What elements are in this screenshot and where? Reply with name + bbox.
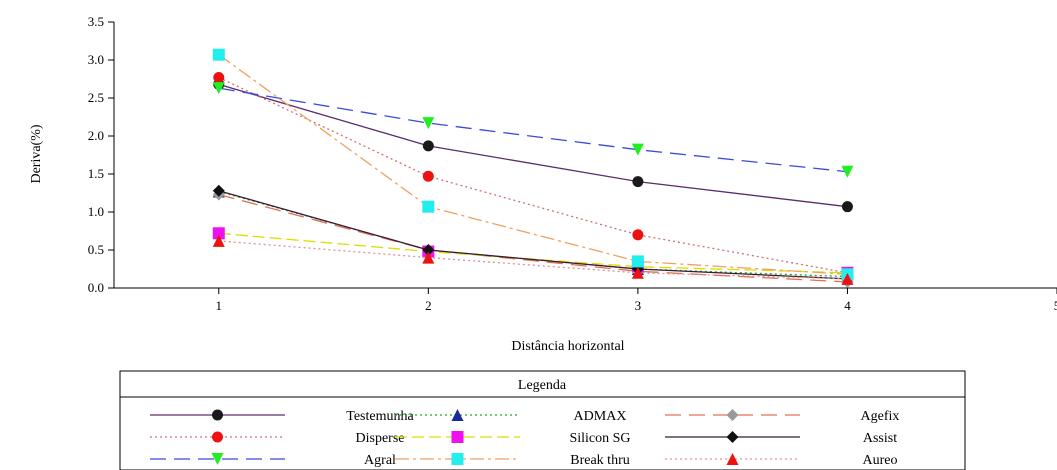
legend-label: Silicon SG bbox=[569, 431, 630, 446]
legend-item: Silicon SG bbox=[395, 431, 631, 446]
data-point bbox=[213, 71, 225, 83]
legend-label: Agefix bbox=[861, 409, 900, 424]
legend-item: Aureo bbox=[665, 453, 898, 468]
series-line bbox=[218, 190, 848, 280]
data-point bbox=[631, 266, 644, 279]
series-line bbox=[218, 87, 848, 173]
legend-items: Testemunha ADMAX Agefix Disperse Silicon SG A… bbox=[150, 409, 899, 468]
series-aureo bbox=[212, 234, 854, 285]
legend-marker bbox=[212, 431, 223, 443]
series-line bbox=[218, 54, 848, 275]
series-break-thru bbox=[212, 48, 854, 281]
legend-item: Testemunha bbox=[150, 409, 415, 424]
data-point bbox=[212, 234, 225, 247]
data-point bbox=[841, 272, 854, 285]
data-point bbox=[632, 176, 644, 188]
data-point bbox=[632, 229, 644, 241]
series-assist bbox=[212, 184, 854, 285]
legend-item: Agral bbox=[150, 453, 396, 468]
x-tick-label: 2 bbox=[425, 298, 432, 313]
data-point bbox=[422, 140, 434, 152]
y-tick-label: 3.0 bbox=[88, 52, 104, 67]
y-tick-label: 2.5 bbox=[88, 90, 104, 105]
data-point bbox=[212, 48, 225, 61]
series-disperse bbox=[213, 71, 853, 279]
y-tick-label: 0.0 bbox=[88, 280, 104, 295]
y-tick-label: 0.5 bbox=[88, 242, 104, 257]
legend-label: Assist bbox=[863, 431, 897, 446]
series-line bbox=[218, 83, 848, 208]
y-tick-label: 1.0 bbox=[88, 204, 104, 219]
series-admax bbox=[212, 185, 854, 283]
data-point bbox=[212, 184, 225, 197]
y-axis-label: Deriva(%) bbox=[29, 124, 44, 183]
series-line bbox=[218, 76, 848, 274]
data-point bbox=[212, 82, 225, 95]
legend-box bbox=[119, 370, 966, 470]
legend-marker bbox=[451, 431, 464, 443]
data-point bbox=[422, 170, 434, 182]
data-point bbox=[631, 255, 644, 268]
legend-label: Aureo bbox=[863, 453, 898, 468]
plot-area: 0.0 0.5 1.0 1.5 2.0 2.5 3.0 3.5 1 2 3 4 5 bbox=[88, 14, 1057, 313]
x-tick-label: 4 bbox=[844, 298, 851, 313]
series-agefix bbox=[212, 188, 854, 288]
legend-item: ADMAX bbox=[395, 409, 626, 424]
data-point bbox=[422, 117, 435, 130]
data-point bbox=[422, 200, 435, 213]
legend-label: Break thru bbox=[570, 453, 629, 468]
legend-marker bbox=[451, 409, 464, 421]
data-point bbox=[212, 227, 225, 240]
legend-item: Assist bbox=[665, 431, 897, 446]
legend: Legenda Testemunha ADMAX Agefix Disperse Sil… bbox=[119, 370, 966, 470]
legend-marker bbox=[726, 453, 739, 465]
legend-item: Break thru bbox=[395, 453, 630, 468]
x-tick-label: 1 bbox=[216, 298, 223, 313]
data-point bbox=[841, 201, 853, 213]
series-testemunha bbox=[213, 78, 853, 213]
legend-marker bbox=[726, 409, 739, 421]
x-tick-label: 3 bbox=[635, 298, 642, 313]
legend-marker bbox=[212, 409, 223, 421]
series-line bbox=[218, 240, 848, 280]
y-tick-label: 2.0 bbox=[88, 128, 104, 143]
data-point bbox=[422, 244, 435, 256]
legend-title: Legenda bbox=[518, 378, 567, 393]
data-point bbox=[422, 251, 435, 264]
data-point bbox=[841, 165, 854, 178]
legend-label: ADMAX bbox=[574, 409, 627, 424]
legend-marker bbox=[451, 453, 464, 465]
legend-marker bbox=[211, 453, 224, 465]
x-tick-label: 5 bbox=[1054, 298, 1057, 313]
series-line bbox=[218, 232, 848, 274]
series-agral bbox=[212, 82, 854, 178]
legend-item: Agefix bbox=[665, 409, 899, 424]
series-line bbox=[218, 193, 848, 283]
legend-label: Disperse bbox=[356, 431, 405, 446]
y-tick-label: 1.5 bbox=[88, 166, 104, 181]
x-axis-label: Distância horizontal bbox=[511, 339, 624, 354]
y-tick-label: 3.5 bbox=[88, 14, 104, 29]
data-point bbox=[631, 143, 644, 156]
legend-label: Testemunha bbox=[346, 409, 414, 424]
legend-label: Agral bbox=[364, 453, 396, 468]
series-line bbox=[218, 190, 848, 278]
series-silicon-sg bbox=[212, 227, 854, 279]
legend-marker bbox=[726, 431, 739, 443]
legend-item: Disperse bbox=[150, 431, 405, 446]
